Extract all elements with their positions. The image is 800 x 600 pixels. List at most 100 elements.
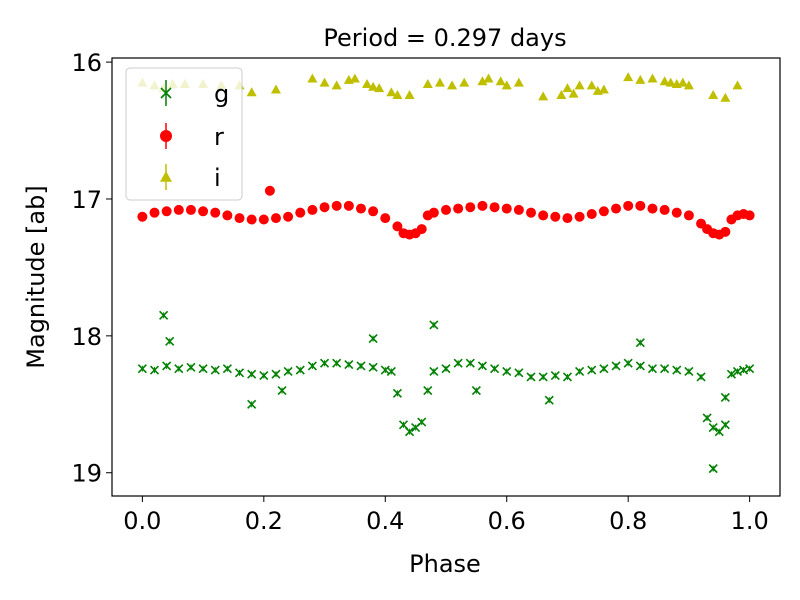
legend-entry-g: g — [160, 80, 229, 108]
point-g — [477, 361, 488, 371]
point-g — [635, 338, 645, 348]
point-g — [210, 365, 220, 375]
y-tick-label: 16 — [71, 49, 102, 77]
point-g — [344, 360, 354, 370]
series-i — [137, 72, 743, 102]
point-g — [660, 364, 670, 374]
data-layer — [137, 72, 755, 474]
point-r — [246, 214, 257, 225]
point-r — [489, 202, 500, 213]
point-g — [702, 413, 712, 423]
point-i — [374, 83, 385, 93]
point-g — [319, 358, 330, 368]
x-tick-label: 1.0 — [731, 507, 769, 535]
point-g — [174, 364, 184, 374]
point-g — [587, 365, 597, 375]
point-r — [428, 207, 439, 218]
point-g — [222, 364, 232, 374]
point-g — [159, 310, 169, 320]
point-g — [526, 372, 536, 382]
point-g — [575, 366, 585, 377]
y-axis: 16 17 18 19 — [71, 49, 112, 488]
point-g — [611, 361, 621, 371]
point-r — [671, 207, 682, 218]
x-axis: 0.0 0.2 0.4 0.6 0.8 1.0 — [123, 496, 769, 535]
point-g — [307, 361, 317, 371]
point-r — [234, 213, 245, 224]
point-g — [441, 364, 451, 374]
point-g — [149, 365, 160, 375]
x-tick-label: 0.4 — [366, 507, 404, 535]
point-g — [514, 368, 524, 378]
point-g — [696, 372, 706, 382]
point-r — [550, 211, 561, 222]
point-r — [295, 207, 306, 218]
point-g — [162, 361, 172, 371]
point-i — [513, 77, 524, 87]
y-tick-label: 17 — [71, 186, 102, 214]
point-g — [502, 366, 512, 377]
point-r — [198, 206, 209, 217]
point-i — [477, 76, 488, 86]
point-r — [441, 204, 451, 215]
point-i — [270, 84, 281, 94]
x-tick-label: 0.0 — [123, 507, 161, 535]
legend-marker-g — [160, 87, 172, 99]
point-r — [647, 203, 658, 214]
point-g — [471, 386, 481, 396]
point-r — [659, 204, 670, 215]
point-g — [259, 370, 269, 381]
point-g — [271, 369, 281, 379]
point-i — [665, 77, 676, 87]
legend-label-g: g — [214, 80, 229, 108]
legend-marker-r — [160, 130, 172, 142]
point-g — [623, 358, 633, 368]
point-r — [137, 211, 148, 222]
point-g — [186, 362, 196, 372]
x-tick-label: 0.6 — [488, 507, 526, 535]
point-i — [538, 91, 549, 101]
series-g — [137, 310, 755, 474]
point-r — [380, 213, 391, 224]
point-i — [307, 73, 318, 83]
point-g — [417, 417, 427, 427]
point-g — [453, 358, 463, 368]
point-g — [295, 365, 305, 375]
point-i — [246, 87, 257, 97]
point-i — [683, 80, 694, 90]
point-i — [368, 81, 379, 91]
y-axis-title: Magnitude [ab] — [22, 185, 50, 368]
point-i — [501, 80, 512, 90]
point-r — [222, 210, 233, 221]
point-g — [429, 366, 439, 377]
point-r — [307, 204, 318, 215]
point-r — [270, 213, 281, 224]
legend-box — [125, 67, 243, 201]
point-g — [635, 361, 645, 371]
series-r — [137, 185, 755, 240]
point-r — [343, 200, 354, 211]
point-g — [538, 372, 548, 382]
plot-frame — [111, 57, 781, 497]
point-r — [331, 200, 342, 211]
point-r — [416, 224, 427, 235]
point-r — [562, 213, 573, 224]
point-i — [483, 73, 494, 83]
legend-label-r: r — [214, 123, 224, 151]
point-g — [672, 365, 682, 375]
point-g — [247, 399, 257, 409]
y-tick-label: 18 — [71, 323, 102, 351]
point-i — [732, 80, 743, 90]
point-i — [568, 88, 579, 98]
point-r — [477, 200, 488, 211]
point-i — [331, 80, 342, 90]
point-i — [659, 76, 670, 86]
point-r — [501, 203, 512, 214]
point-r — [258, 214, 269, 225]
point-i — [404, 89, 415, 99]
chart-title: Period = 0.297 days — [323, 24, 566, 52]
point-g — [356, 361, 366, 371]
point-r — [623, 200, 634, 211]
point-i — [319, 77, 330, 87]
